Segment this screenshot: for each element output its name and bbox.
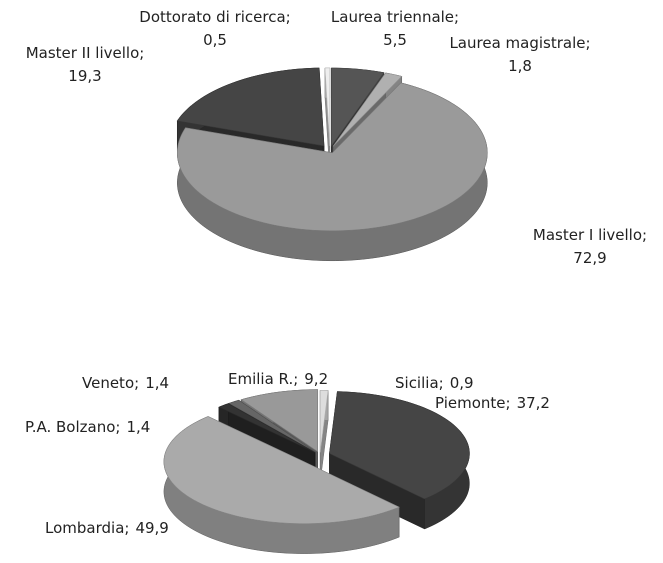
data-label: Sicilia; 0,9 bbox=[395, 374, 474, 392]
data-label: Dottorato di ricerca; 0,5 bbox=[139, 8, 290, 49]
data-label: Master II livello; 19,3 bbox=[26, 44, 145, 85]
slice bbox=[324, 67, 331, 146]
slice bbox=[218, 403, 315, 453]
slice bbox=[319, 390, 329, 453]
label-category: Laurea triennale; bbox=[331, 8, 459, 26]
label-value: 49,9 bbox=[135, 519, 168, 537]
label-value: 37,2 bbox=[517, 394, 550, 412]
data-label: Laurea triennale; 5,5 bbox=[331, 8, 459, 49]
slice bbox=[240, 389, 319, 453]
label-value: 0,9 bbox=[450, 374, 474, 392]
data-label: Veneto; 1,4 bbox=[82, 374, 169, 392]
slice bbox=[331, 67, 385, 147]
label-category: Master II livello; bbox=[26, 44, 145, 62]
slice bbox=[228, 399, 316, 453]
label-category: Emilia R.; bbox=[228, 370, 298, 388]
label-category: Lombardia; bbox=[45, 519, 129, 537]
label-value: 1,4 bbox=[145, 374, 169, 392]
data-label: Emilia R.; 9,2 bbox=[228, 370, 328, 388]
slice bbox=[176, 67, 325, 147]
label-category: Veneto; bbox=[82, 374, 139, 392]
slice bbox=[332, 72, 403, 147]
data-label: Laurea magistrale; 1,8 bbox=[449, 34, 590, 75]
label-category: P.A. Bolzano; bbox=[25, 418, 120, 436]
label-category: Laurea magistrale; bbox=[449, 34, 590, 52]
data-label: Master I livello; 72,9 bbox=[533, 226, 647, 267]
label-category: Dottorato di ricerca; bbox=[139, 8, 290, 26]
label-value: 72,9 bbox=[573, 249, 606, 267]
data-label: Piemonte; 37,2 bbox=[435, 394, 550, 412]
label-category: Master I livello; bbox=[533, 226, 647, 244]
label-value: 0,5 bbox=[203, 31, 227, 49]
label-value: 1,4 bbox=[126, 418, 150, 436]
label-value: 5,5 bbox=[383, 31, 407, 49]
slice bbox=[329, 391, 470, 500]
data-label: P.A. Bolzano; 1,4 bbox=[25, 418, 150, 436]
slice bbox=[163, 416, 400, 524]
label-value: 9,2 bbox=[304, 370, 328, 388]
data-label: Lombardia; 49,9 bbox=[45, 519, 169, 537]
label-value: 1,8 bbox=[508, 57, 532, 75]
label-category: Piemonte; bbox=[435, 394, 511, 412]
slice bbox=[176, 82, 488, 232]
label-value: 19,3 bbox=[68, 67, 101, 85]
label-category: Sicilia; bbox=[395, 374, 444, 392]
